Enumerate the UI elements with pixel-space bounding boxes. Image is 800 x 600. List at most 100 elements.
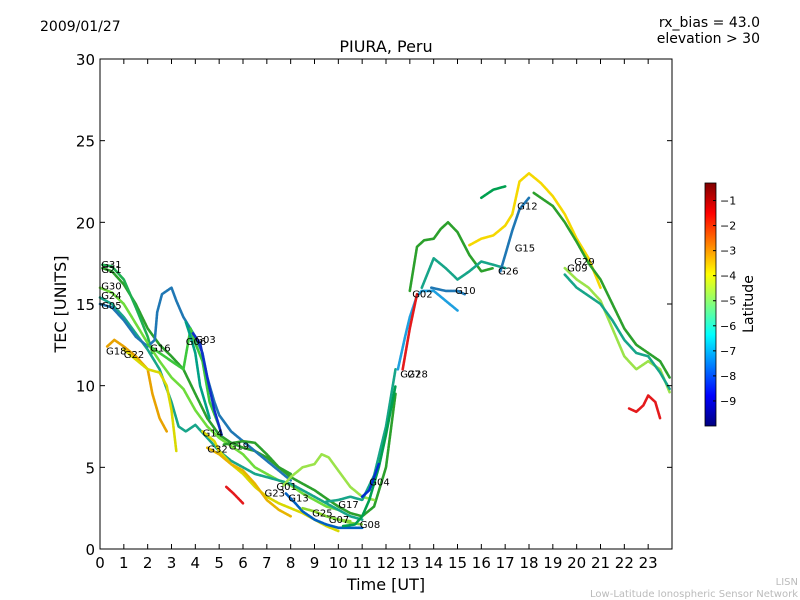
series-g32 xyxy=(206,446,293,518)
label-g06: G06 xyxy=(186,337,206,348)
series-g17 xyxy=(325,367,397,503)
x-tick-label: 9 xyxy=(310,554,320,572)
y-tick-label: 10 xyxy=(76,378,95,396)
label-g27: G27 xyxy=(400,370,420,381)
label-g32: G32 xyxy=(207,445,227,456)
series-g10 xyxy=(429,286,467,296)
y-tick-label: 20 xyxy=(76,214,95,232)
series-g06 xyxy=(184,320,211,420)
rx-bias-label: rx_bias = 43.0 xyxy=(659,15,760,31)
label-g25: G25 xyxy=(312,508,332,519)
x-tick-label: 0 xyxy=(95,554,105,572)
label-g24: G24 xyxy=(101,291,121,302)
x-tick-label: 17 xyxy=(496,554,515,572)
label-g05: G05 xyxy=(101,301,121,312)
series-g22 xyxy=(122,348,178,453)
x-tick-label: 18 xyxy=(519,554,538,572)
series-g28 xyxy=(401,292,419,371)
label-g17: G17 xyxy=(338,500,358,511)
series-track-30 xyxy=(532,191,671,379)
x-tick-label: 16 xyxy=(472,554,491,572)
series-g01 xyxy=(282,452,376,502)
x-tick-label: 21 xyxy=(591,554,610,572)
series-g16 xyxy=(146,327,221,428)
y-tick-label: 5 xyxy=(85,459,95,477)
colorbar-tick-label: −2 xyxy=(720,220,736,233)
label-g08: G08 xyxy=(360,520,380,531)
label-g15: G15 xyxy=(515,244,535,255)
x-tick-label: 7 xyxy=(262,554,272,572)
series-g02 xyxy=(408,221,495,293)
colorbar-gradient xyxy=(704,182,717,427)
colorbar: −9 −8 −7 −6 −5 −4 −3 −2 −1 Latitude xyxy=(704,182,757,427)
x-axis-label: Time [UT] xyxy=(346,575,425,594)
label-g01: G01 xyxy=(276,482,296,493)
label-g26: G26 xyxy=(498,267,518,278)
colorbar-tick-label: −1 xyxy=(720,195,736,208)
x-tick-label: 2 xyxy=(143,554,153,572)
colorbar-tick-label: −9 xyxy=(720,395,736,408)
chart-title: PIURA, Peru xyxy=(339,37,432,56)
label-g31: G31 xyxy=(101,260,121,271)
colorbar-tick-label: −5 xyxy=(720,295,736,308)
series-track-31 xyxy=(627,394,662,420)
x-tick-label: 8 xyxy=(286,554,296,572)
y-axis-ticks: 0 5 10 15 20 25 30 xyxy=(76,51,672,559)
series-g12 xyxy=(468,172,602,290)
y-axis-label: TEC [UNITS] xyxy=(51,256,70,354)
label-g04: G04 xyxy=(369,477,389,488)
label-g28: G28 xyxy=(407,370,427,381)
x-tick-label: 19 xyxy=(543,554,562,572)
chart-header: 2009/01/27 rx_bias = 43.0 elevation > 30… xyxy=(40,15,760,56)
colorbar-tick-label: −8 xyxy=(720,370,736,383)
series-g19 xyxy=(222,392,397,518)
x-tick-label: 23 xyxy=(639,554,658,572)
x-tick-label: 10 xyxy=(329,554,348,572)
series-g23 xyxy=(225,485,245,505)
x-tick-label: 15 xyxy=(448,554,467,572)
series-g15 xyxy=(499,196,531,273)
label-g19: G19 xyxy=(229,441,249,452)
x-tick-label: 14 xyxy=(424,554,443,572)
series-g27 xyxy=(396,289,459,371)
series-g08 xyxy=(341,384,397,528)
series-g05 xyxy=(98,286,293,482)
series-track-32 xyxy=(479,185,507,200)
colorbar-tick-label: −3 xyxy=(720,245,736,258)
x-tick-label: 1 xyxy=(119,554,129,572)
x-tick-label: 6 xyxy=(238,554,248,572)
label-g10: G10 xyxy=(455,286,475,297)
x-tick-label: 11 xyxy=(353,554,372,572)
date-label: 2009/01/27 xyxy=(40,19,121,35)
colorbar-tick-label: −6 xyxy=(720,320,736,333)
x-axis-ticks: 0 1 2 3 4 5 6 7 8 9 10 11 12 13 14 15 16 17 18 19 20 21 22 23 xyxy=(95,59,658,572)
colorbar-ticks: −9 −8 −7 −6 −5 −4 −3 −2 −1 xyxy=(713,195,736,408)
elevation-label: elevation > 30 xyxy=(657,31,760,47)
label-g22: G22 xyxy=(124,350,144,361)
footer-lisn: LISN xyxy=(776,577,798,588)
x-tick-label: 5 xyxy=(214,554,224,572)
series-g09 xyxy=(563,273,671,391)
series-g04 xyxy=(360,462,381,499)
x-tick-label: 3 xyxy=(167,554,177,572)
label-g30: G30 xyxy=(101,281,121,292)
y-tick-label: 30 xyxy=(76,51,95,69)
plot-frame xyxy=(99,58,673,550)
label-g12: G12 xyxy=(517,201,537,212)
series-g30 xyxy=(98,286,340,512)
series-g21 xyxy=(101,266,293,476)
label-g29: G29 xyxy=(574,257,594,268)
label-g09: G09 xyxy=(567,263,587,274)
y-tick-label: 25 xyxy=(76,133,95,151)
x-tick-label: 20 xyxy=(567,554,586,572)
label-g03: G03 xyxy=(195,335,215,346)
x-tick-label: 12 xyxy=(376,554,395,572)
label-g13: G13 xyxy=(288,494,308,505)
label-g07: G07 xyxy=(329,515,349,526)
label-g21: G21 xyxy=(101,265,121,276)
series-g26 xyxy=(420,256,507,290)
colorbar-tick-label: −7 xyxy=(720,345,736,358)
colorbar-label: Latitude xyxy=(741,275,757,333)
plot-marks xyxy=(98,172,671,533)
y-tick-label: 0 xyxy=(85,541,95,559)
